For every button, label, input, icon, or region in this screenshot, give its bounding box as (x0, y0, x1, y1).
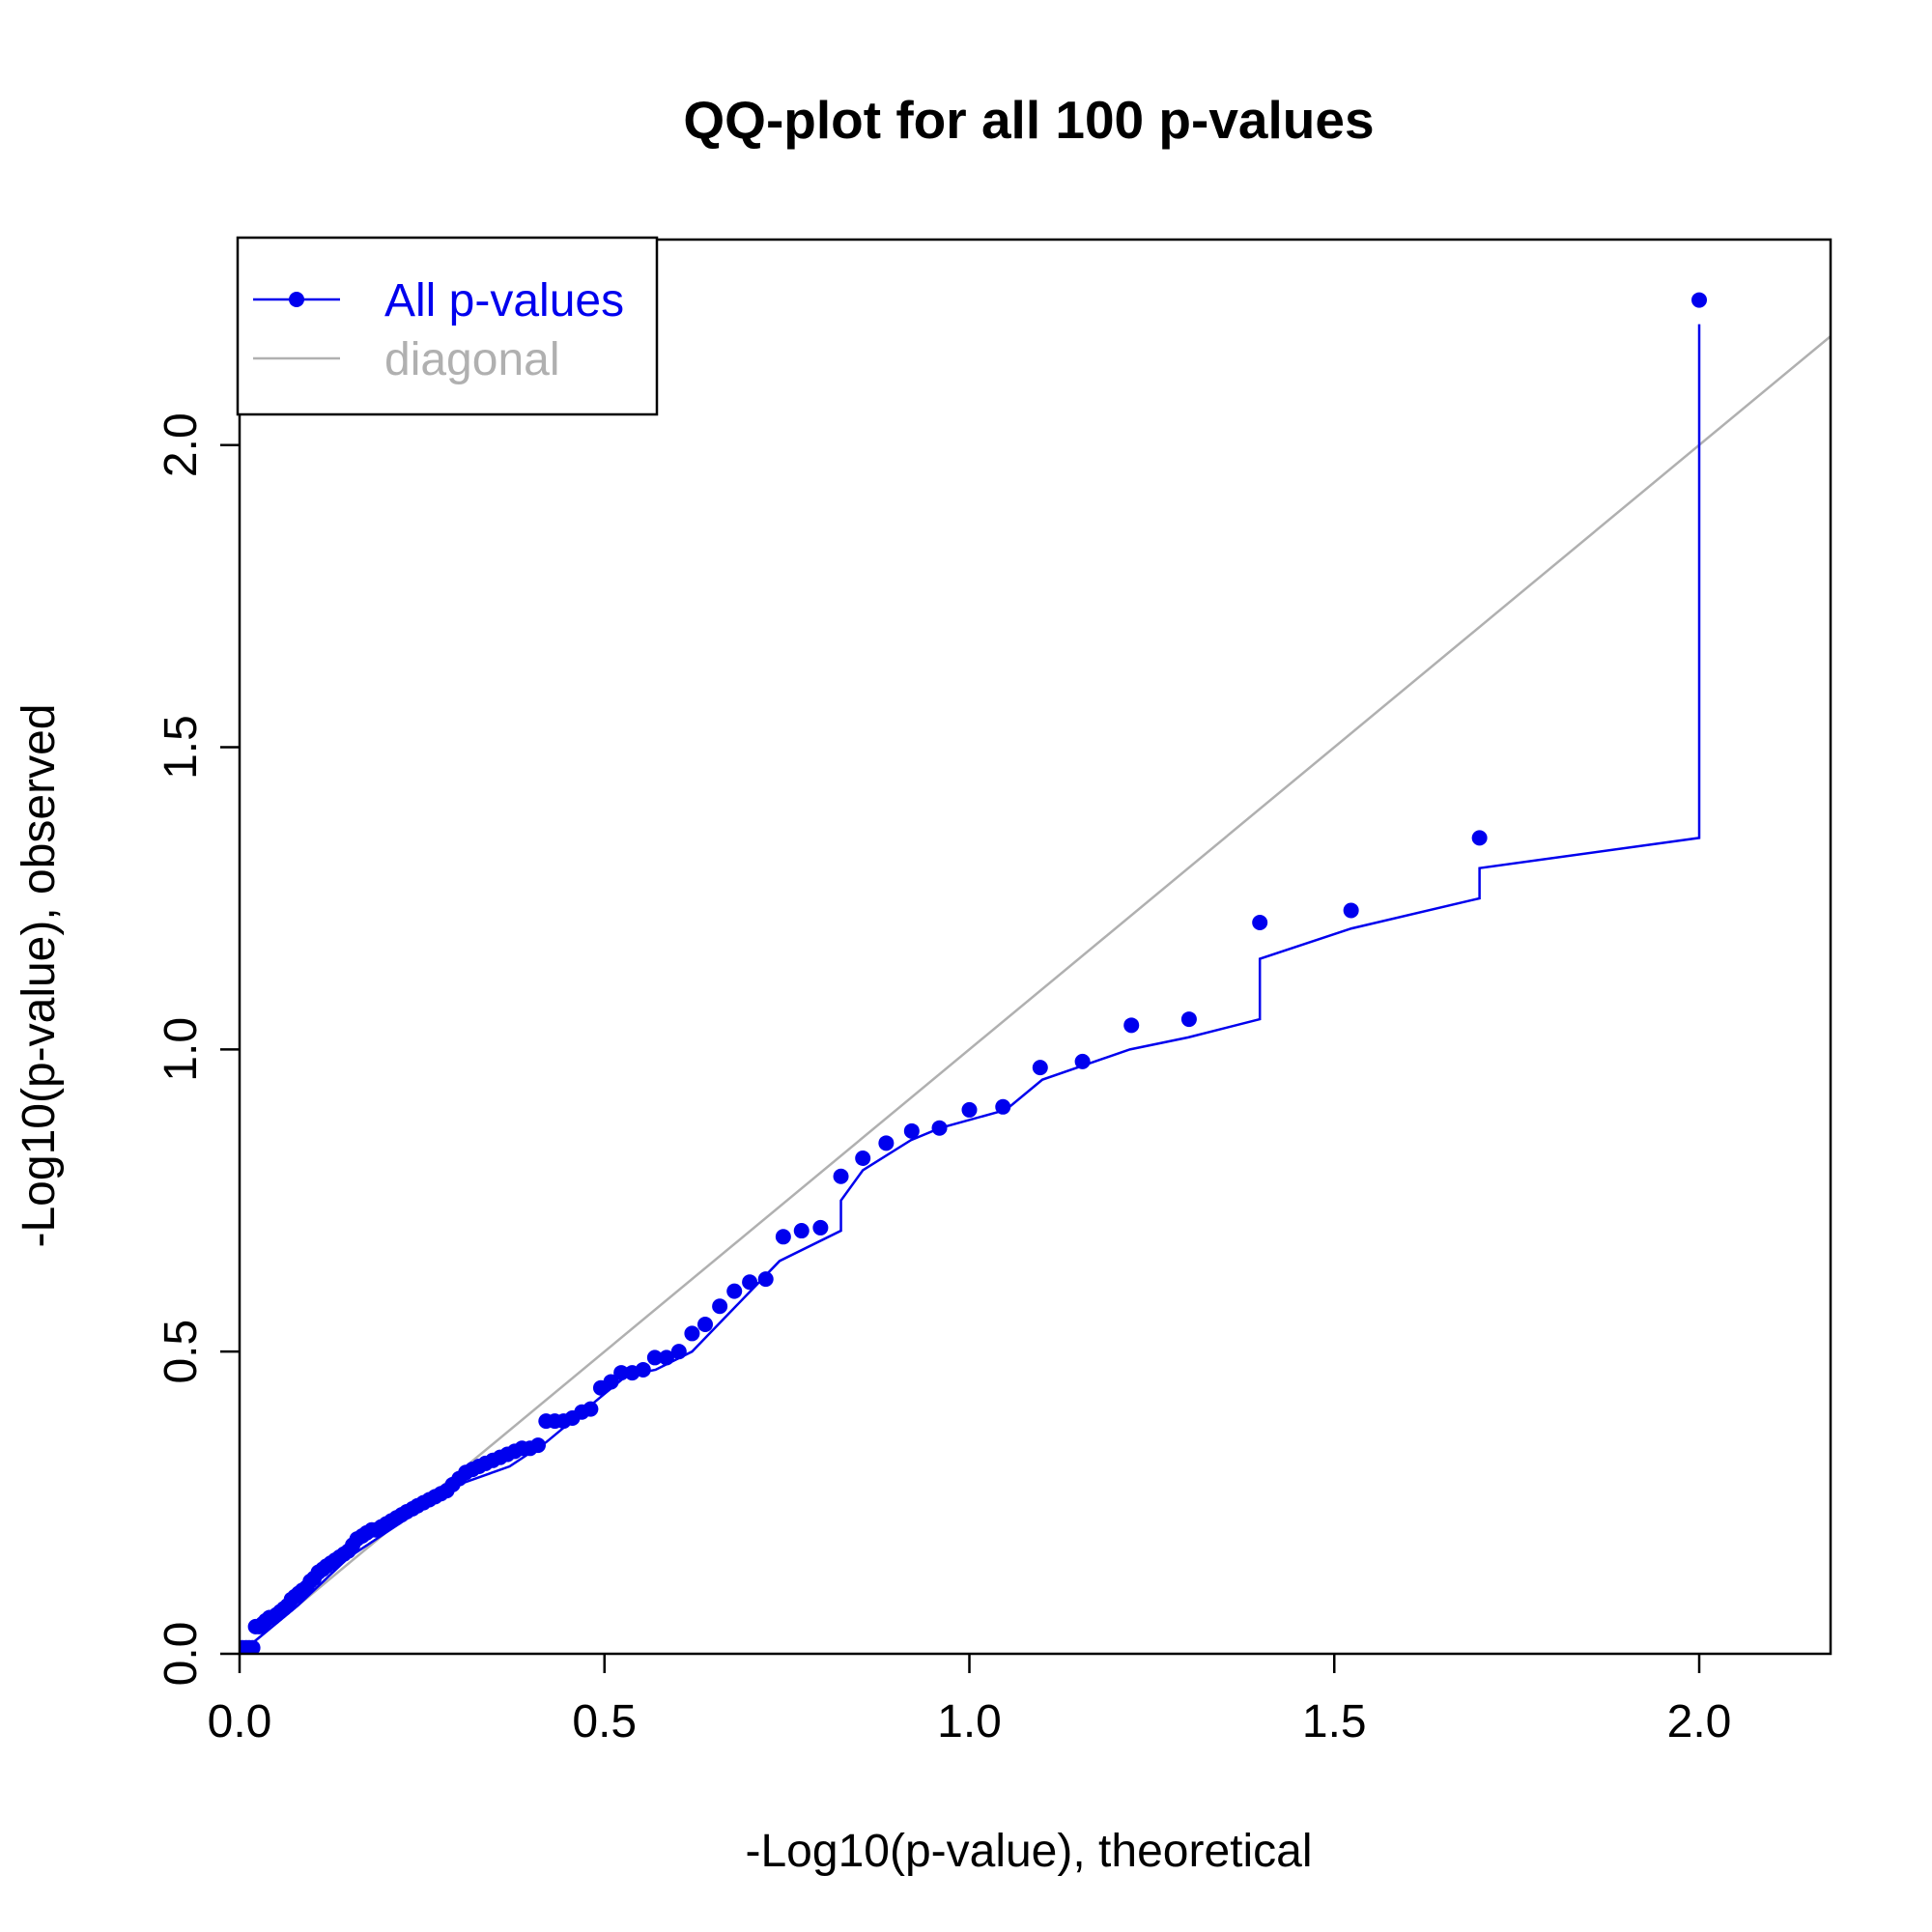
legend-box (236, 236, 659, 416)
data-point-99 (1691, 292, 1708, 308)
data-point-81 (757, 1271, 774, 1288)
data-point-82 (775, 1229, 791, 1245)
diagonal-line (240, 335, 1831, 1654)
data-point-72 (635, 1361, 651, 1378)
data-point-76 (684, 1325, 700, 1342)
data-point-80 (742, 1274, 758, 1291)
y-tick-label-1: 0.5 (156, 1320, 207, 1384)
data-point-74 (658, 1350, 674, 1366)
x-axis-label: -Log10(p-value), theoretical (746, 1826, 1313, 1877)
y-tick-label-2: 1.0 (156, 1017, 207, 1082)
x-tick-label-4: 2.0 (1667, 1696, 1732, 1747)
data-point-79 (726, 1283, 743, 1299)
data-point-90 (961, 1101, 978, 1118)
x-tick-label-1: 0.5 (572, 1696, 637, 1747)
observed-line (240, 324, 1701, 1654)
y-tick-label-3: 1.5 (156, 715, 207, 780)
legend: All p-values diagonal (236, 236, 659, 416)
data-point-93 (1074, 1053, 1091, 1069)
data-point-88 (903, 1122, 920, 1139)
y-tick-label-0: 0.0 (156, 1622, 207, 1687)
data-point-89 (931, 1120, 948, 1136)
data-point-85 (833, 1168, 849, 1184)
data-point-67 (582, 1401, 599, 1417)
data-point-98 (1471, 830, 1488, 846)
data-point-92 (1032, 1060, 1048, 1076)
data-point-69 (603, 1374, 619, 1390)
data-point-77 (697, 1317, 714, 1333)
plot-frame (238, 238, 1833, 1656)
x-tick-label-3: 1.5 (1302, 1696, 1367, 1747)
data-point-97 (1343, 902, 1359, 919)
legend-label-all-pvalues: All p-values (384, 275, 624, 327)
data-point-70 (613, 1365, 630, 1381)
axes: 0.0 0.5 1.0 1.5 2.0 0.0 0.5 1.0 1.5 2.0 (156, 238, 1833, 1747)
x-tick-label-0: 0.0 (208, 1696, 272, 1747)
data-point-91 (995, 1098, 1011, 1115)
legend-label-diagonal: diagonal (384, 334, 560, 385)
plot-contents (240, 292, 1831, 1654)
chart-title: QQ-plot for all 100 p-values (683, 90, 1374, 150)
data-point-78 (712, 1298, 728, 1315)
plot-area (240, 292, 1831, 1654)
y-tick-label-4: 2.0 (156, 412, 207, 477)
data-point-94 (1123, 1017, 1140, 1034)
data-point-4 (244, 1639, 261, 1654)
data-point-73 (646, 1350, 663, 1366)
data-point-83 (793, 1223, 810, 1239)
data-point-86 (855, 1150, 871, 1166)
data-point-61 (530, 1437, 547, 1454)
data-point-75 (670, 1344, 687, 1360)
y-axis-label: -Log10(p-value), observed (14, 704, 65, 1248)
data-point-96 (1252, 914, 1268, 930)
legend-point-all-pvalues (289, 292, 304, 307)
x-tick-label-2: 1.0 (937, 1696, 1002, 1747)
data-point-87 (878, 1135, 895, 1151)
data-point-95 (1180, 1011, 1197, 1028)
data-point-84 (812, 1219, 829, 1236)
